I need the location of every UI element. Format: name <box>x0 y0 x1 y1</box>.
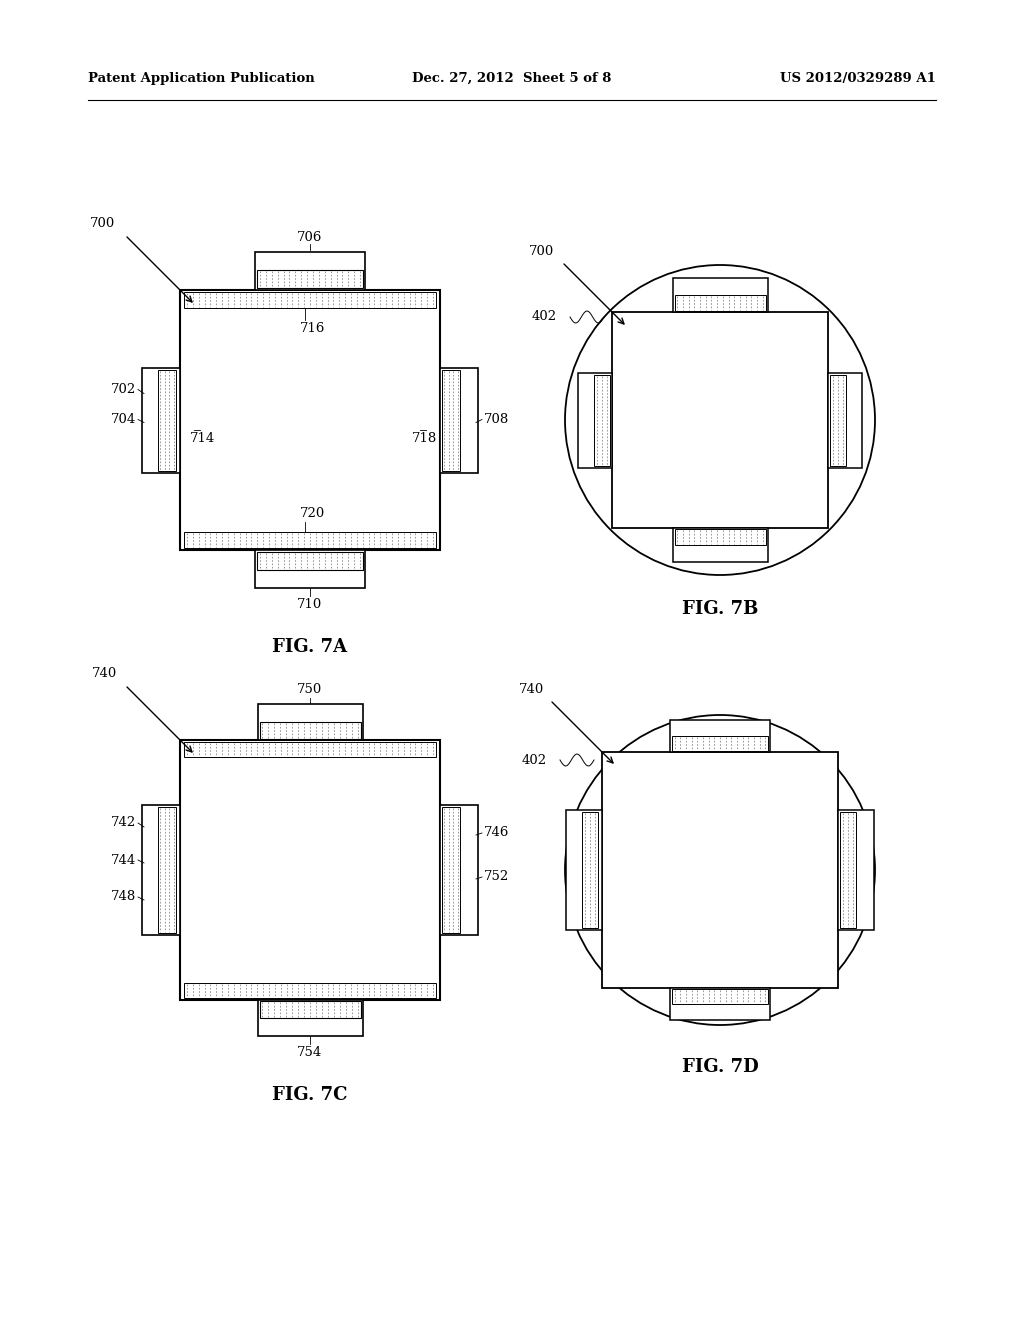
Text: 708: 708 <box>484 413 509 426</box>
Bar <box>442 370 460 470</box>
Bar <box>142 367 180 473</box>
Bar <box>672 737 768 751</box>
Text: US 2012/0329289 A1: US 2012/0329289 A1 <box>780 73 936 84</box>
Text: FIG. 7D: FIG. 7D <box>682 1059 759 1076</box>
Text: 710: 710 <box>297 598 323 611</box>
Bar <box>184 983 436 998</box>
Bar <box>675 294 766 312</box>
Text: 754: 754 <box>297 1045 323 1059</box>
Text: 744: 744 <box>111 854 136 866</box>
Bar <box>257 704 362 741</box>
Bar <box>180 741 440 1001</box>
Bar <box>566 810 602 931</box>
Text: Patent Application Publication: Patent Application Publication <box>88 73 314 84</box>
Bar <box>578 372 612 467</box>
Bar <box>675 529 766 545</box>
Text: 704: 704 <box>111 413 136 426</box>
Bar <box>440 367 478 473</box>
Text: 740: 740 <box>92 667 117 680</box>
Text: 700: 700 <box>528 246 554 257</box>
Bar <box>602 752 838 987</box>
Bar <box>670 719 770 752</box>
Bar <box>184 742 436 756</box>
Text: 720: 720 <box>300 507 326 520</box>
Text: 742: 742 <box>111 817 136 829</box>
Bar <box>840 812 856 928</box>
Bar <box>838 810 874 931</box>
Bar <box>673 279 768 312</box>
Text: 752: 752 <box>484 870 509 883</box>
Text: FIG. 7A: FIG. 7A <box>272 638 347 656</box>
Bar <box>142 805 180 935</box>
Bar <box>440 805 478 935</box>
Bar <box>670 987 770 1020</box>
Bar <box>582 812 598 928</box>
Bar <box>255 252 365 290</box>
Text: 716: 716 <box>300 322 326 335</box>
Bar <box>184 532 436 548</box>
Bar <box>442 807 460 933</box>
Text: FIG. 7B: FIG. 7B <box>682 601 758 618</box>
Bar <box>672 989 768 1005</box>
Bar <box>673 528 768 562</box>
Text: FIG. 7C: FIG. 7C <box>272 1086 348 1104</box>
Bar <box>158 370 176 470</box>
Bar <box>257 271 362 288</box>
Text: 740: 740 <box>519 682 544 696</box>
Text: 748: 748 <box>111 891 136 903</box>
Text: 700: 700 <box>90 216 115 230</box>
Bar <box>612 312 828 528</box>
Bar <box>180 290 440 550</box>
Text: 750: 750 <box>297 682 323 696</box>
Bar <box>259 1001 360 1018</box>
Text: 718: 718 <box>412 432 437 445</box>
Text: Dec. 27, 2012  Sheet 5 of 8: Dec. 27, 2012 Sheet 5 of 8 <box>413 73 611 84</box>
Bar <box>255 550 365 587</box>
Bar <box>158 807 176 933</box>
Text: 402: 402 <box>522 754 547 767</box>
Bar <box>184 292 436 308</box>
Text: 402: 402 <box>531 310 557 323</box>
Bar <box>259 722 360 739</box>
Bar <box>828 372 862 467</box>
Text: 702: 702 <box>111 383 136 396</box>
Bar <box>257 552 362 570</box>
Text: 746: 746 <box>484 826 509 840</box>
Text: 706: 706 <box>297 231 323 244</box>
Bar <box>830 375 846 466</box>
Bar <box>257 1001 362 1036</box>
Bar <box>594 375 610 466</box>
Text: 714: 714 <box>190 432 215 445</box>
